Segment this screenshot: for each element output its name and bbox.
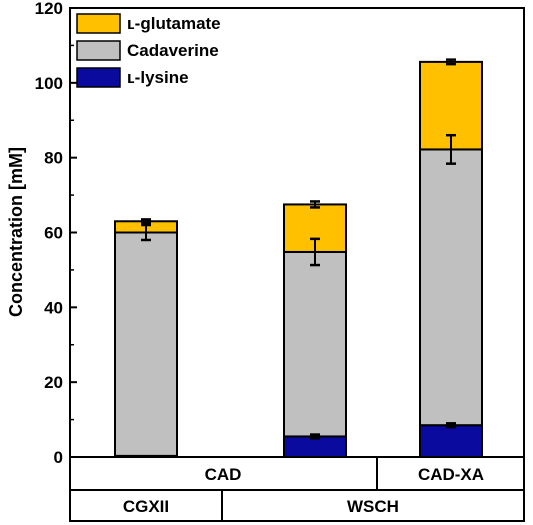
legend-swatch [76,40,121,61]
group-row-2-frame [69,489,525,522]
group-label-cad: CAD [205,465,242,484]
bars [114,58,483,459]
bar-segment--lysine [419,424,483,458]
bar-segment-cadaverine [114,231,178,457]
group-label-cgxii: CGXII [123,497,169,516]
bar-stack [283,200,347,459]
y-tick-label: 80 [44,149,63,168]
y-axis: 0 20 40 60 80 100 120 [35,0,77,467]
legend-label: Cadaverine [127,41,219,60]
y-tick-label: 100 [35,74,63,93]
legend-swatch [76,13,121,34]
legend-swatch [76,67,121,88]
y-axis-title: Concentration [mM] [6,147,26,317]
bar-segment-cadaverine [419,148,483,427]
y-tick-label: 20 [44,373,63,392]
y-tick-label: 60 [44,224,63,243]
group-label-cad-xa: CAD-XA [418,465,484,484]
legend-label: ʟ-glutamate [127,14,221,33]
group-label-table: CAD CAD-XA CGXII WSCH [69,456,525,522]
bar-segment-cadaverine [283,250,347,438]
y-tick-label: 0 [54,448,63,467]
y-tick-label: 40 [44,298,63,317]
group-label-wsch: WSCH [347,497,399,516]
legend-label: ʟ-lysine [127,68,189,87]
bar-stack [114,218,178,459]
legend: ʟ-glutamate Cadaverine ʟ-lysine [76,13,221,88]
bar-stack [419,58,483,458]
y-tick-label: 120 [35,0,63,18]
